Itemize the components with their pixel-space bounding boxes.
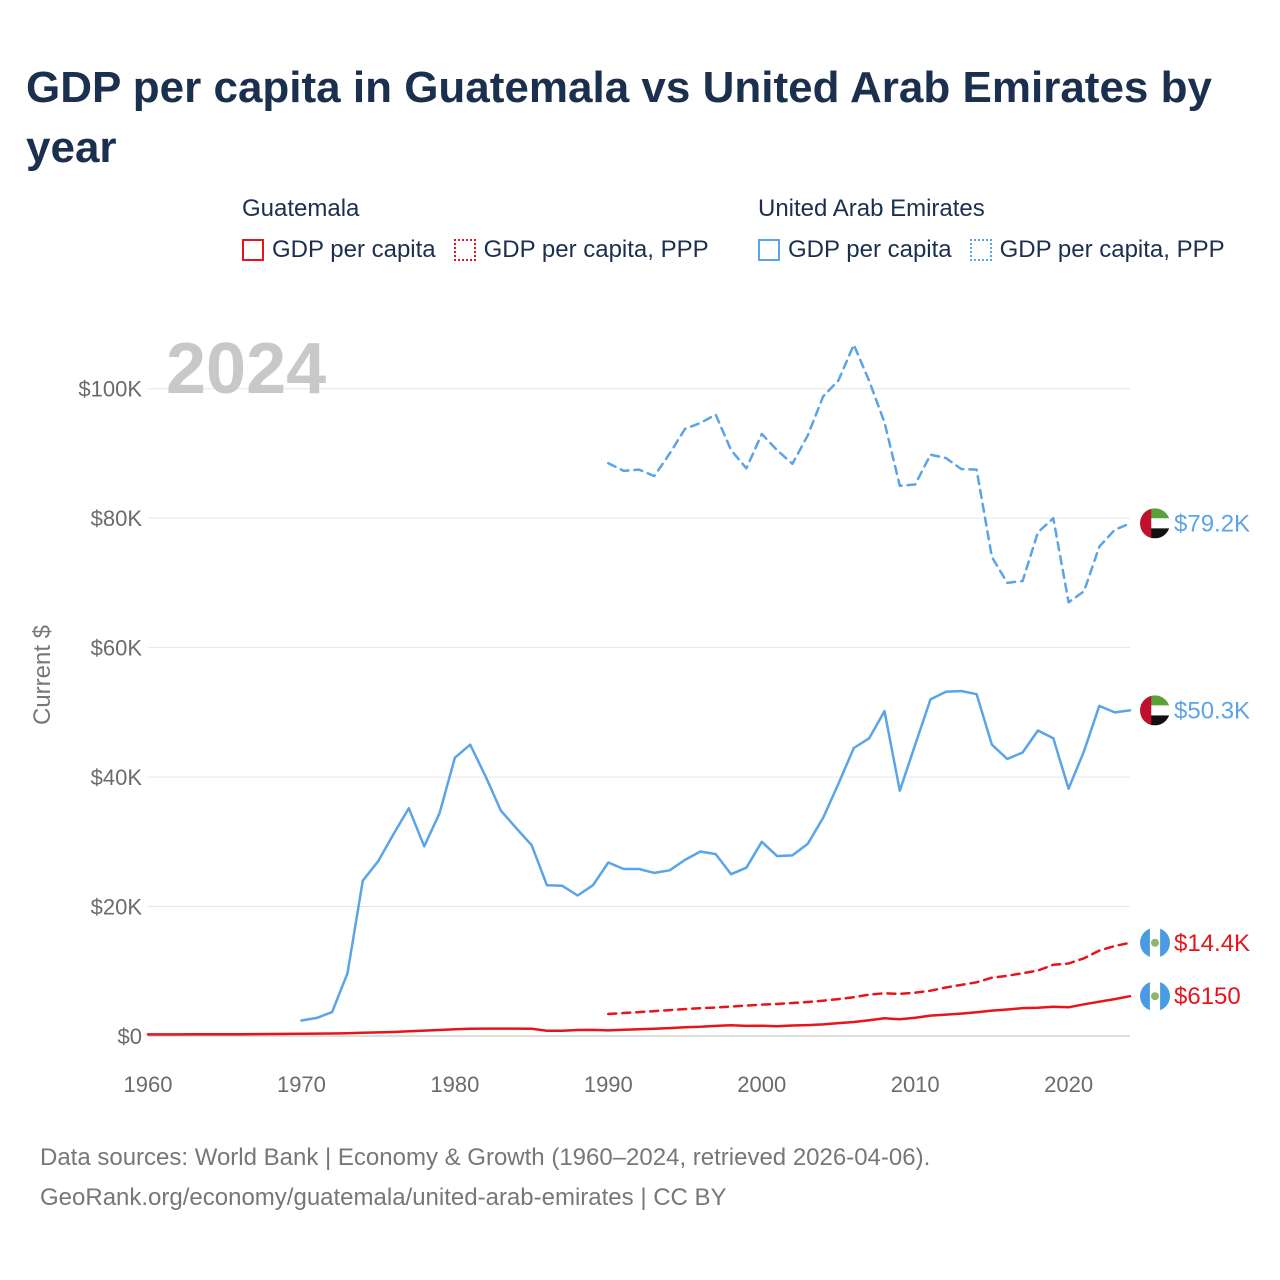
flag-stripe-black bbox=[1140, 715, 1170, 726]
year-label: 2024 bbox=[166, 329, 326, 409]
uae-flag-icon bbox=[1140, 508, 1170, 539]
flag-stripe-green bbox=[1140, 695, 1170, 706]
legend-guatemala: Guatemala GDP per capita GDP per capita,… bbox=[242, 196, 727, 264]
x-tick-label: 2000 bbox=[737, 1072, 786, 1097]
y-axis-label: Current $ bbox=[29, 625, 56, 725]
y-tick-label: $0 bbox=[118, 1024, 142, 1049]
source-note: Data sources: World Bank | Economy & Gro… bbox=[40, 1138, 930, 1218]
chart-title: GDP per capita in Guatemala vs United Ar… bbox=[26, 63, 1212, 172]
legend-label: GDP per capita bbox=[788, 236, 952, 263]
legend-item-guatemala-gdp[interactable]: GDP per capita bbox=[242, 236, 436, 264]
series-line-united-arab-emirates-gdp-per-capita-ppp bbox=[607, 343, 1132, 604]
flag-stripe-blue bbox=[1140, 927, 1150, 958]
legend-item-uae-gdp-ppp[interactable]: GDP per capita, PPP bbox=[969, 236, 1225, 264]
legend-country-name: Guatemala bbox=[242, 195, 360, 222]
x-tick-label: 1970 bbox=[277, 1072, 326, 1097]
flag-stripe-green bbox=[1140, 508, 1170, 519]
series-end-label: $14.4K bbox=[1174, 930, 1250, 957]
series-line-united-arab-emirates-gdp-per-capita bbox=[300, 689, 1132, 1022]
y-tick-label: $20K bbox=[91, 895, 143, 920]
source-line-1: Data sources: World Bank | Economy & Gro… bbox=[40, 1144, 931, 1171]
legend-label: GDP per capita bbox=[272, 236, 436, 263]
x-tick-label: 1960 bbox=[124, 1072, 173, 1097]
flag-stripe-red bbox=[1140, 508, 1152, 539]
legend-item-uae-gdp[interactable]: GDP per capita bbox=[758, 236, 952, 264]
flag-stripe-blue bbox=[1160, 927, 1170, 958]
flag-stripe-blue bbox=[1140, 981, 1150, 1012]
y-tick-label: $40K bbox=[91, 765, 143, 790]
y-tick-label: $100K bbox=[78, 377, 142, 402]
flag-stripe-white bbox=[1140, 518, 1170, 529]
legend-uae: United Arab Emirates GDP per capita GDP … bbox=[758, 196, 1243, 264]
y-tick-label: $60K bbox=[91, 636, 143, 661]
y-tick-label: $80K bbox=[91, 506, 143, 531]
flag-emblem bbox=[1151, 992, 1159, 1001]
x-tick-label: 2010 bbox=[891, 1072, 940, 1097]
legend-swatch-dotted bbox=[453, 239, 476, 261]
flag-emblem bbox=[1151, 938, 1159, 947]
series-end-label: $6150 bbox=[1174, 983, 1241, 1010]
guatemala-flag-icon bbox=[1140, 981, 1170, 1012]
series-end-label: $50.3K bbox=[1174, 697, 1250, 724]
guatemala-flag-icon bbox=[1140, 927, 1170, 958]
flag-stripe-red bbox=[1140, 695, 1152, 726]
legend-label: GDP per capita, PPP bbox=[483, 236, 709, 263]
legend-label: GDP per capita, PPP bbox=[999, 236, 1225, 263]
source-line-2: GeoRank.org/economy/guatemala/united-ara… bbox=[40, 1184, 727, 1211]
legend-country-name: United Arab Emirates bbox=[758, 195, 985, 222]
flag-stripe-white bbox=[1140, 705, 1170, 716]
legend-swatch-solid bbox=[758, 239, 780, 261]
x-tick-label: 2020 bbox=[1044, 1072, 1093, 1097]
series-end-label: $79.2K bbox=[1174, 510, 1250, 537]
flag-stripe-black bbox=[1140, 528, 1170, 539]
x-tick-label: 1980 bbox=[430, 1072, 479, 1097]
legend-swatch-dotted bbox=[969, 239, 992, 261]
uae-flag-icon bbox=[1140, 695, 1170, 726]
legend-swatch-solid bbox=[242, 239, 264, 261]
series-line-guatemala-gdp-per-capita-ppp bbox=[607, 941, 1132, 1016]
flag-stripe-blue bbox=[1160, 981, 1170, 1012]
series-line-guatemala-gdp-per-capita bbox=[146, 994, 1132, 1036]
legend-item-guatemala-gdp-ppp[interactable]: GDP per capita, PPP bbox=[453, 236, 709, 264]
x-tick-label: 1990 bbox=[584, 1072, 633, 1097]
